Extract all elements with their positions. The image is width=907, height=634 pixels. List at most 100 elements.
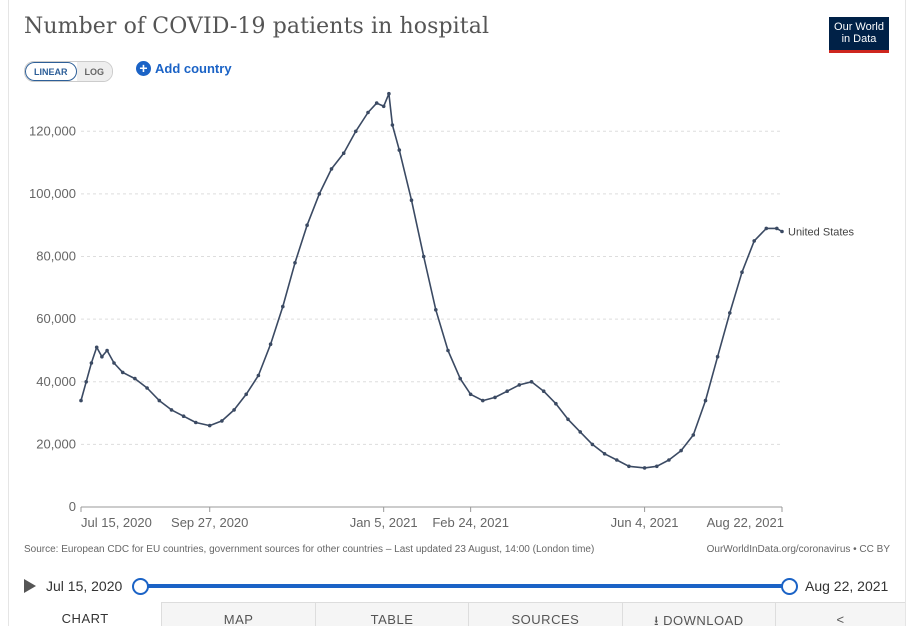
y-axis-ticks: 0 20,000 40,000 60,000 80,000 100,000 120,000	[29, 123, 76, 514]
data-point	[481, 398, 485, 403]
data-point	[169, 408, 174, 412]
data-point	[305, 223, 309, 227]
data-point	[775, 226, 779, 231]
y-tick-label: 60,000	[36, 311, 76, 326]
timeline-start-label: Jul 15, 2020	[46, 578, 123, 594]
tab-download[interactable]: ⭳ DOWNLOAD	[621, 602, 776, 628]
download-icon: ⭳	[653, 613, 664, 628]
owid-logo[interactable]: Our World in Data	[829, 17, 889, 53]
data-point	[390, 123, 395, 127]
log-scale-button[interactable]: LOG	[76, 62, 112, 81]
timeline: Jul 15, 2020 Aug 22, 2021	[24, 574, 890, 598]
data-point	[256, 373, 261, 378]
data-point	[329, 167, 334, 171]
data-point	[590, 442, 595, 447]
data-point	[366, 110, 370, 115]
line-chart: 020,00040,00060,00080,000100,000120,000 …	[29, 91, 855, 530]
data-point	[194, 420, 198, 425]
linear-scale-button[interactable]: LINEAR	[25, 62, 77, 81]
data-point	[409, 198, 414, 202]
add-country-label: Add country	[155, 61, 232, 76]
data-point	[529, 380, 534, 384]
x-tick-label: Aug 22, 2021	[707, 515, 784, 530]
data-point	[541, 389, 546, 394]
data-point	[157, 398, 162, 403]
plus-circle-icon: +	[136, 61, 151, 76]
data-point	[84, 380, 88, 384]
data-point	[120, 370, 125, 375]
data-point	[281, 304, 285, 309]
tab-chart[interactable]: CHART	[9, 602, 162, 626]
data-point	[578, 430, 582, 434]
series-label-united-states: United States	[788, 226, 855, 238]
data-point	[703, 398, 708, 403]
x-tick-label: Jun 4, 2021	[611, 515, 679, 530]
data-point	[655, 464, 659, 469]
data-point	[602, 452, 607, 456]
data-point	[232, 408, 236, 412]
tab-download-label: DOWNLOAD	[663, 613, 744, 628]
data-point	[691, 433, 696, 437]
credit-link[interactable]: OurWorldInData.org/coronavirus • CC BY	[706, 544, 890, 555]
timeline-track[interactable]	[139, 584, 789, 588]
data-point	[434, 308, 438, 312]
x-tick-label: Sep 27, 2020	[171, 515, 248, 530]
timeline-end-handle[interactable]	[781, 578, 798, 595]
data-point	[627, 464, 631, 469]
data-point	[133, 376, 137, 381]
data-point	[79, 398, 83, 403]
data-point	[752, 239, 756, 243]
data-point	[740, 270, 744, 275]
data-point	[105, 348, 109, 353]
data-point	[397, 148, 402, 152]
x-tick-label: Feb 24, 2021	[432, 515, 509, 530]
play-icon[interactable]	[24, 579, 36, 593]
chart-title: Number of COVID-19 patients in hospital	[24, 14, 490, 39]
data-point	[341, 151, 346, 155]
data-point	[505, 389, 510, 394]
data-point	[679, 448, 683, 453]
data-point	[728, 311, 732, 315]
scale-toggle: LINEAR LOG	[24, 61, 113, 82]
x-axis-ticks: Jul 15, 2020 Sep 27, 2020 Jan 5, 2021 Feb 2…	[80, 507, 784, 530]
y-tick-label: 20,000	[36, 436, 76, 451]
data-point	[112, 361, 116, 365]
y-tick-label: 100,000	[29, 186, 76, 201]
data-point	[89, 361, 94, 365]
tab-bar: CHART MAP TABLE SOURCES ⭳ DOWNLOAD <	[9, 602, 906, 628]
data-point	[421, 254, 426, 259]
source-note: Source: European CDC for EU countries, g…	[24, 544, 595, 555]
data-point	[554, 401, 558, 406]
tab-sources[interactable]: SOURCES	[468, 602, 622, 627]
share-tab[interactable]: <	[775, 602, 906, 627]
tab-map[interactable]: MAP	[161, 602, 315, 627]
data-point	[374, 101, 379, 105]
chart-series: United States	[79, 91, 855, 470]
x-tick-label: Jan 5, 2021	[350, 515, 418, 530]
tab-table[interactable]: TABLE	[314, 602, 469, 627]
data-point	[715, 354, 720, 359]
data-point	[94, 345, 99, 350]
logo-line-1: Our World	[834, 21, 884, 33]
y-tick-label: 80,000	[36, 249, 76, 264]
logo-line-2: in Data	[841, 33, 877, 45]
timeline-start-handle[interactable]	[132, 578, 149, 595]
share-icon: <	[836, 612, 845, 627]
data-point	[642, 466, 647, 470]
data-point	[181, 414, 186, 419]
series-line-united-states	[80, 92, 783, 469]
add-country-button[interactable]: + Add country	[136, 61, 232, 76]
y-tick-label: 40,000	[36, 374, 76, 389]
y-tick-label: 120,000	[29, 123, 76, 138]
timeline-end-label: Aug 22, 2021	[805, 578, 889, 594]
data-point	[268, 342, 273, 347]
data-point	[667, 458, 671, 462]
data-point	[780, 229, 784, 234]
logo-red-bar	[829, 50, 889, 53]
data-point	[244, 392, 248, 397]
data-point	[100, 354, 104, 359]
data-point	[446, 348, 450, 353]
chart-grid	[81, 130, 782, 508]
data-point	[517, 383, 522, 387]
data-point	[468, 392, 473, 397]
